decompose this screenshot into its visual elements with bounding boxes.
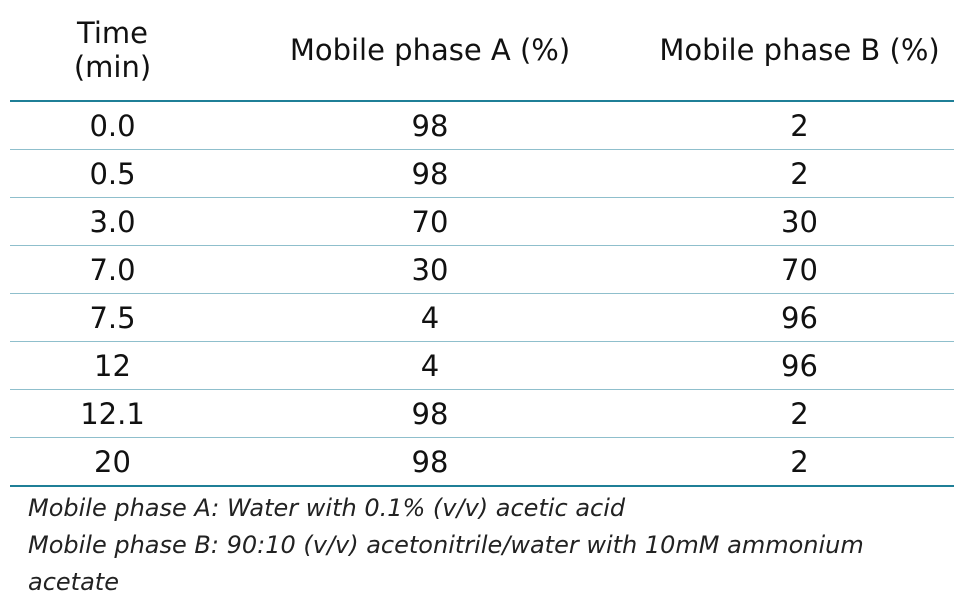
header-row: Time (min) Mobile phase A (%) Mobile pha… <box>10 0 954 102</box>
cell-phase-a: 70 <box>215 197 645 246</box>
table-row: 12 4 96 <box>10 341 954 390</box>
table-row: 12.1 98 2 <box>10 389 954 438</box>
cell-phase-a: 98 <box>215 437 645 487</box>
cell-phase-b: 70 <box>645 245 954 294</box>
header-phase-a: Mobile phase A (%) <box>215 0 645 102</box>
footnote-phase-a: Mobile phase A: Water with 0.1% (v/v) ac… <box>28 494 626 522</box>
cell-time: 20 <box>10 437 215 487</box>
header-time-line2: (min) <box>73 50 152 84</box>
cell-time: 7.5 <box>10 293 215 342</box>
cell-time: 0.0 <box>10 101 215 150</box>
table-row: 0.5 98 2 <box>10 149 954 198</box>
cell-time: 12.1 <box>10 389 215 438</box>
footnote-phase-b: Mobile phase B: 90:10 (v/v) acetonitrile… <box>28 531 864 559</box>
cell-phase-b: 2 <box>645 437 954 487</box>
cell-phase-b: 96 <box>645 341 954 390</box>
cell-time: 0.5 <box>10 149 215 198</box>
header-time-line1: Time <box>77 16 148 50</box>
table-footnotes: Mobile phase A: Water with 0.1% (v/v) ac… <box>28 490 928 601</box>
cell-phase-a: 98 <box>215 101 645 150</box>
header-phase-b: Mobile phase B (%) <box>645 0 954 102</box>
cell-time: 7.0 <box>10 245 215 294</box>
table-row: 7.0 30 70 <box>10 245 954 294</box>
cell-phase-b: 2 <box>645 389 954 438</box>
cell-phase-b: 30 <box>645 197 954 246</box>
cell-phase-b: 2 <box>645 149 954 198</box>
table-row: 20 98 2 <box>10 437 954 487</box>
cell-phase-b: 2 <box>645 101 954 150</box>
cell-phase-b: 96 <box>645 293 954 342</box>
gradient-table-container: Time (min) Mobile phase A (%) Mobile pha… <box>10 0 954 487</box>
gradient-table: Time (min) Mobile phase A (%) Mobile pha… <box>10 0 954 487</box>
table-row: 3.0 70 30 <box>10 197 954 246</box>
cell-time: 3.0 <box>10 197 215 246</box>
cell-time: 12 <box>10 341 215 390</box>
header-time: Time (min) <box>10 0 215 102</box>
footnote-phase-b-continued: acetate <box>28 568 119 596</box>
table-body: 0.0 98 2 0.5 98 2 3.0 70 30 7.0 30 70 7.… <box>10 101 954 487</box>
cell-phase-a: 98 <box>215 389 645 438</box>
cell-phase-a: 30 <box>215 245 645 294</box>
table-header: Time (min) Mobile phase A (%) Mobile pha… <box>10 0 954 102</box>
cell-phase-a: 98 <box>215 149 645 198</box>
table-row: 7.5 4 96 <box>10 293 954 342</box>
table-row: 0.0 98 2 <box>10 101 954 150</box>
cell-phase-a: 4 <box>215 293 645 342</box>
cell-phase-a: 4 <box>215 341 645 390</box>
